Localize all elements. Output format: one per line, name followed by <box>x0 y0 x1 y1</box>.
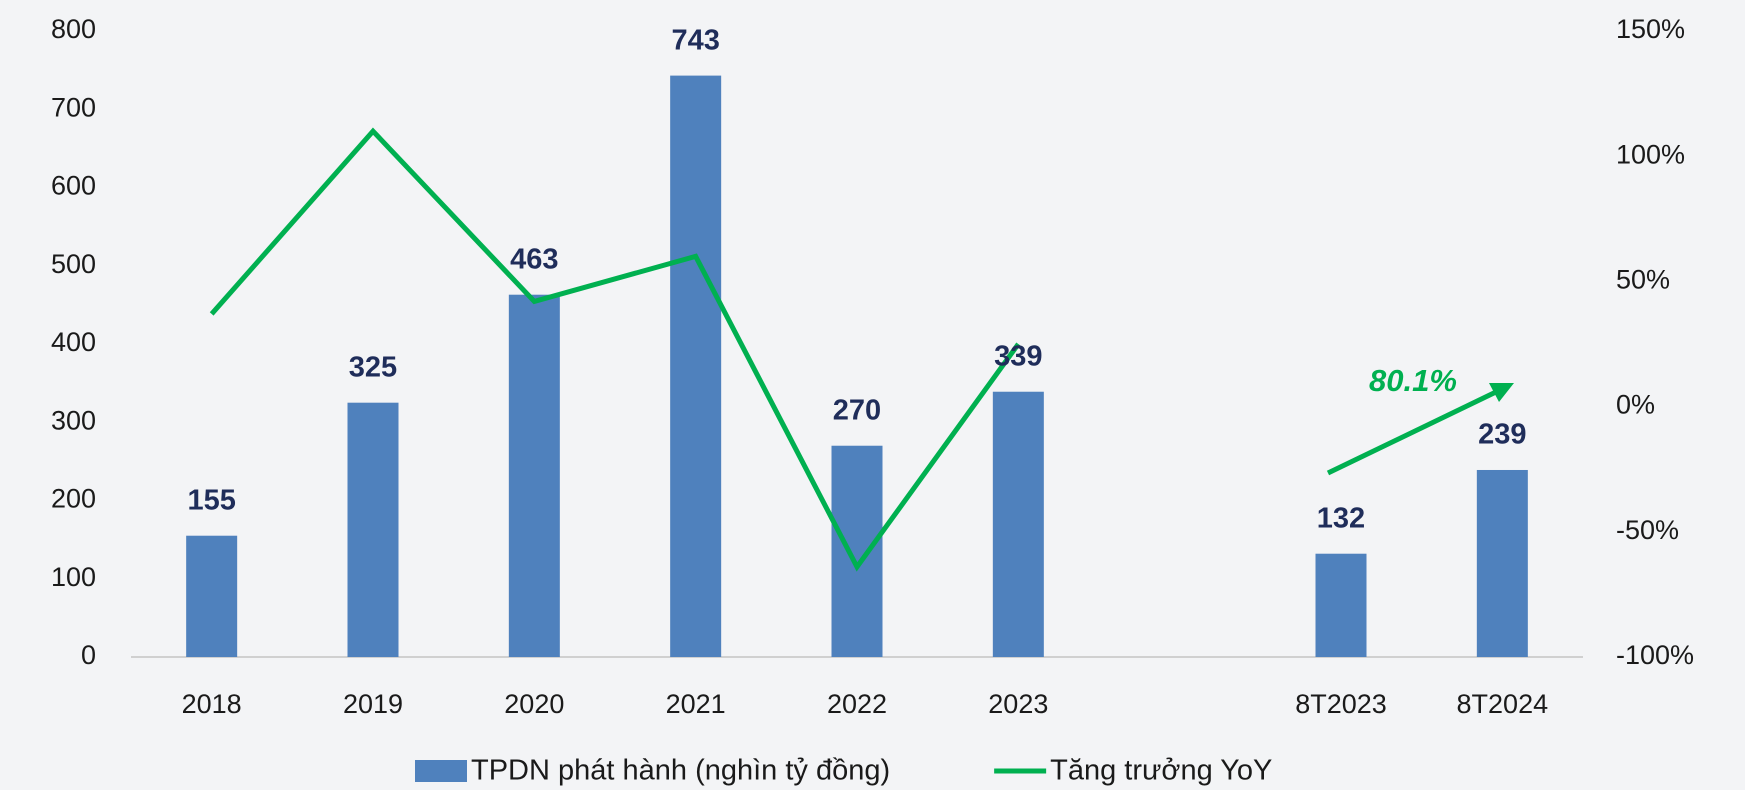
x-tick-label: 2019 <box>343 689 403 719</box>
y2-tick-label: 150% <box>1616 14 1685 44</box>
x-tick-label: 2023 <box>988 689 1048 719</box>
bar <box>670 75 722 658</box>
y2-tick-label: -100% <box>1616 640 1694 670</box>
annotation-arrow <box>1326 383 1514 476</box>
legend-label: TPDN phát hành (nghìn tỷ đồng) <box>471 755 890 787</box>
y-tick-label: 200 <box>51 484 96 514</box>
y-tick-label: 100 <box>51 562 96 592</box>
y-tick-label: 600 <box>51 171 96 201</box>
value-label: 270 <box>833 394 881 426</box>
line <box>209 127 1021 572</box>
y-tick-label: 400 <box>51 327 96 357</box>
legend-label: Tăng trưởng YoY <box>1050 755 1272 787</box>
bar <box>1315 553 1367 657</box>
x-tick-label: 2020 <box>504 689 564 719</box>
x-tick-label: 8T2023 <box>1295 689 1387 719</box>
y2-tick-label: 100% <box>1616 139 1685 169</box>
bar <box>347 402 399 657</box>
x-tick-label: 2021 <box>666 689 726 719</box>
annotation: 80.1% <box>1369 363 1457 398</box>
x-tick-label: 8T2024 <box>1457 689 1549 719</box>
y2-tick-label: 0% <box>1616 390 1655 420</box>
bar <box>186 535 238 657</box>
y-tick-label: 300 <box>51 405 96 435</box>
value-label: 743 <box>671 24 719 56</box>
y-tick-label: 500 <box>51 249 96 279</box>
bar <box>1476 469 1528 657</box>
value-label: 463 <box>510 243 558 275</box>
value-label: 155 <box>187 484 235 516</box>
y-tick-label: 700 <box>51 92 96 122</box>
legend-swatch <box>415 760 467 782</box>
y2-tick-label: -50% <box>1616 515 1679 545</box>
y2-tick-label: 50% <box>1616 265 1670 295</box>
arrow-shaft <box>1326 388 1500 476</box>
value-label: 325 <box>349 351 397 383</box>
y-tick-label: 0 <box>81 640 96 670</box>
value-label: 339 <box>994 340 1042 372</box>
bar <box>831 445 883 657</box>
arrow-head <box>1489 383 1514 402</box>
bar <box>992 391 1044 657</box>
value-label: 132 <box>1317 502 1365 534</box>
x-tick-label: 2018 <box>182 689 242 719</box>
bar <box>508 294 560 657</box>
value-label: 239 <box>1478 419 1526 451</box>
y-tick-label: 800 <box>51 14 96 44</box>
x-tick-label: 2022 <box>827 689 887 719</box>
